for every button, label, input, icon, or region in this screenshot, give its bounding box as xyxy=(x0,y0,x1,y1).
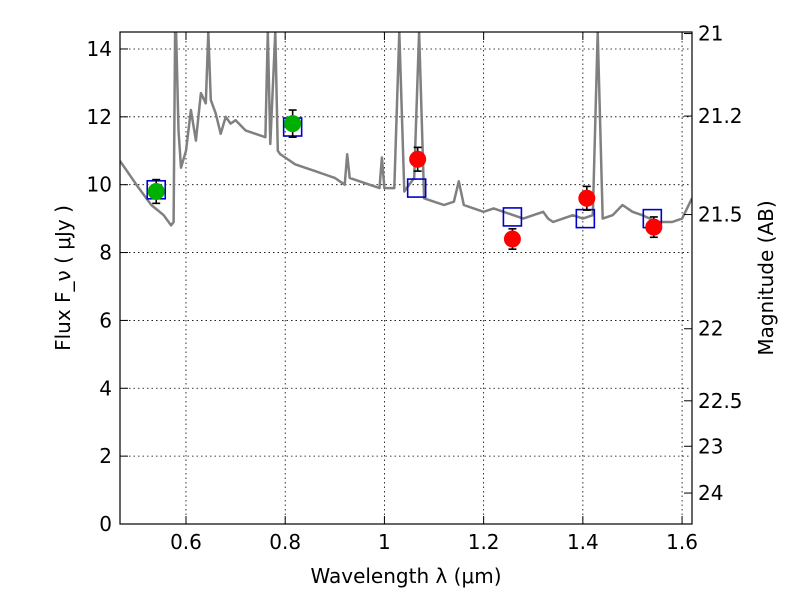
y2-tick-label: 21.5 xyxy=(698,203,743,227)
x-tick-label: 1.6 xyxy=(666,530,698,554)
observed-flux-green-point xyxy=(147,182,165,200)
model-flux-square xyxy=(502,207,523,227)
y2-tick-label: 22.5 xyxy=(698,389,743,413)
observed-flux-red-point xyxy=(645,218,663,236)
plot-content xyxy=(120,32,692,250)
x-tick-label: 1.4 xyxy=(567,530,599,554)
y2-tick-label: 23 xyxy=(698,434,723,458)
x-tick-label: 0.8 xyxy=(269,530,301,554)
y2-tick-label: 22 xyxy=(698,317,723,341)
x-tick-label: 1 xyxy=(378,530,391,554)
y-tick-label: 2 xyxy=(99,444,112,468)
y-tick-label: 10 xyxy=(87,173,112,197)
x-tick-label: 1.2 xyxy=(468,530,500,554)
observed-flux-green-point xyxy=(284,115,302,133)
observed-flux-red-point xyxy=(409,150,427,168)
y-tick-label: 12 xyxy=(87,105,112,129)
y-tick-label: 14 xyxy=(87,37,112,61)
y-tick-label: 8 xyxy=(99,241,112,265)
model-flux-square xyxy=(406,178,427,198)
x-axis-label: Wavelength λ (μm) xyxy=(310,564,501,588)
y2-tick-label: 24 xyxy=(698,481,723,505)
y-axis-label: Flux F_ν ( μJy ) xyxy=(51,205,75,351)
y-tick-label: 6 xyxy=(99,308,112,332)
plot-area xyxy=(120,32,692,250)
observed-flux-red-point xyxy=(503,230,521,248)
observed-flux-red-point xyxy=(578,189,596,207)
y2-tick-label: 21 xyxy=(698,22,723,46)
y-tick-label: 4 xyxy=(99,376,112,400)
y-tick-label: 0 xyxy=(99,512,112,536)
y2-tick-label: 21.2 xyxy=(698,104,743,128)
y2-axis-label: Magnitude (AB) xyxy=(754,200,778,355)
axis-ticks: 0.6 0.8 1 1.2 1.4 1.6024681012142121.221.5222… xyxy=(87,22,743,554)
sed-model-line xyxy=(120,32,692,227)
x-tick-label: 0.6 xyxy=(170,530,202,554)
plot-frame xyxy=(119,31,693,525)
